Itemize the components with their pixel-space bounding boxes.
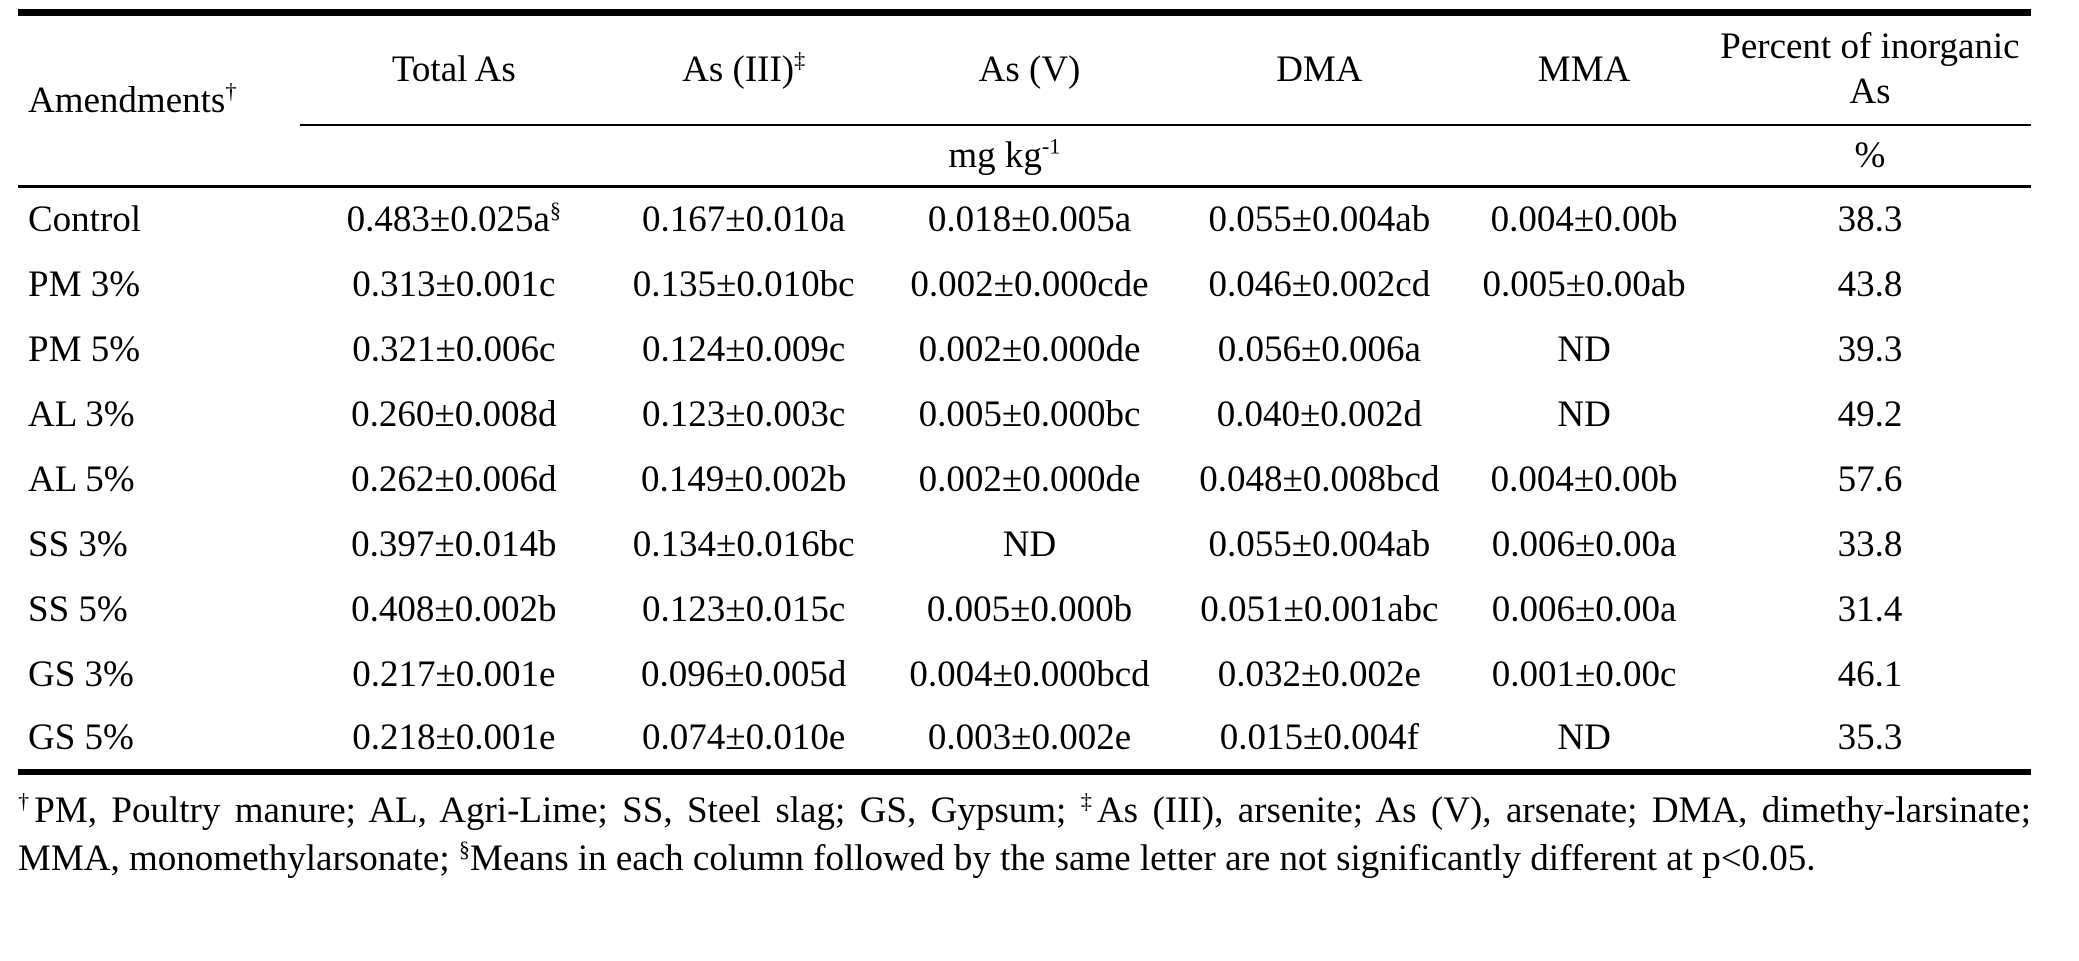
table-row-al3: AL 3% 0.260±0.008d 0.123±0.003c 0.005±0.… [18,382,2031,447]
double-dagger-footnote-marker: ‡ [1080,788,1097,814]
cell-mma: ND [1557,393,1611,435]
table-footnote: †PM, Poultry manure; AL, Agri-Lime; SS, … [18,787,2031,884]
cell-as-iii: 0.074±0.010e [642,717,846,758]
col-header-total-as: Total As [299,12,608,126]
cell-as-v: 0.003±0.002e [927,717,1132,758]
unit-exponent: -1 [1041,133,1061,159]
table-row-ss5: SS 5% 0.408±0.002b 0.123±0.015c 0.005±0.… [18,577,2031,642]
cell-dma: 0.046±0.002cd [1208,263,1431,305]
col-header-as-iii: As (III)‡ [607,12,880,126]
cell-percent: 31.4 [1837,588,1903,630]
cell-amendment: SS 5% [28,588,128,630]
col-header-amendments: Amendments† [18,12,300,188]
header-row: Amendments† Total As As (III)‡ As (V) DM… [18,12,2031,188]
cell-dma: 0.055±0.004ab [1208,523,1431,565]
cell-percent: 43.8 [1837,263,1903,305]
cell-amendment: PM 3% [28,263,141,305]
page: Amendments† Total As As (III)‡ As (V) DM… [18,9,2031,884]
cell-as-iii: 0.123±0.003c [642,393,846,435]
dagger-footnote-marker: † [225,78,237,104]
cell-percent: 39.3 [1837,328,1903,370]
cell-mma: 0.006±0.00a [1491,588,1677,630]
cell-amendment: AL 5% [28,458,135,500]
cell-mma: ND [1557,717,1611,758]
cell-percent: 38.3 [1837,199,1903,241]
double-dagger-footnote-marker: ‡ [794,47,806,73]
cell-amendment: SS 3% [28,523,128,565]
table-row-al5: AL 5% 0.262±0.006d 0.149±0.002b 0.002±0.… [18,447,2031,512]
cell-as-iii: 0.149±0.002b [641,458,847,500]
unit-percent: % [1708,124,2031,188]
cell-total-as: 0.260±0.008d [351,393,557,435]
col-header-mma: MMA [1459,12,1709,126]
cell-percent: 35.3 [1837,717,1903,758]
cell-mma: 0.004±0.00b [1490,199,1678,241]
section-footnote-marker: § [458,836,470,862]
col-header-percent-inorganic-as: Percent of inorganic As [1708,12,2031,126]
cell-mma: 0.001±0.00c [1491,653,1677,695]
cell-dma: 0.051±0.001abc [1200,588,1439,630]
cell-as-iii: 0.134±0.016bc [632,523,855,565]
cell-as-v: 0.002±0.000cde [910,263,1149,305]
cell-as-iii: 0.124±0.009c [642,328,846,370]
cell-mma: 0.004±0.00b [1490,458,1678,500]
dagger-footnote-marker: † [18,788,35,814]
footnote-part-significance: §Means in each column followed by the sa… [458,836,1816,879]
table-row-pm3: PM 3% 0.313±0.001c 0.135±0.010bc 0.002±0… [18,252,2031,317]
cell-total-as: 0.262±0.006d [351,458,557,500]
table-row-pm5: PM 5% 0.321±0.006c 0.124±0.009c 0.002±0.… [18,317,2031,382]
units-row: mg kg-1 % [18,124,2031,188]
cell-as-v: 0.018±0.005a [927,199,1132,241]
cell-total-as: 0.218±0.001e [352,717,556,758]
cell-as-v: 0.002±0.000de [918,458,1141,500]
table-row-gs3: GS 3% 0.217±0.001e 0.096±0.005d 0.004±0.… [18,642,2031,707]
cell-amendment: Control [28,199,142,241]
cell-mma: 0.006±0.00a [1491,523,1677,565]
cell-as-v: 0.005±0.000bc [918,393,1141,435]
cell-amendment: GS 3% [28,653,134,695]
cell-total-as: 0.321±0.006c [352,328,556,370]
cell-as-v: 0.004±0.000bcd [909,653,1150,695]
cell-total-as: 0.217±0.001e [352,653,556,695]
cell-total-as: 0.397±0.014b [351,523,557,565]
cell-as-iii: 0.135±0.010bc [632,263,855,305]
cell-total-as: 0.313±0.001c [352,263,556,305]
table-header: Amendments† Total As As (III)‡ As (V) DM… [18,12,2031,188]
cell-total-as: 0.483±0.025a§ [346,197,561,241]
cell-dma: 0.056±0.006a [1217,328,1421,370]
cell-as-v: 0.002±0.000de [918,328,1141,370]
cell-amendment: GS 5% [28,717,134,758]
cell-mma: 0.005±0.00ab [1482,263,1686,305]
table-row-gs5: GS 5% 0.218±0.001e 0.074±0.010e 0.003±0.… [18,707,2031,772]
cell-percent: 33.8 [1837,523,1903,565]
footnote-part-amendments: †PM, Poultry manure; AL, Agri-Lime; SS, … [18,788,1081,831]
cell-dma: 0.015±0.004f [1219,717,1419,758]
cell-amendment: PM 5% [28,328,141,370]
footnote-part-species: ‡As (III), arsenite; As (V), arsenate; D… [18,788,2031,879]
cell-percent: 46.1 [1837,653,1903,695]
amendments-arsenic-table: Amendments† Total As As (III)‡ As (V) DM… [18,9,2031,775]
col-header-as-v: As (V) [879,12,1180,126]
unit-mg-per-kg: mg kg-1 [299,124,1709,188]
section-footnote-marker: § [549,197,561,223]
cell-amendment: AL 3% [28,393,135,435]
cell-as-iii: 0.123±0.015c [642,588,846,630]
cell-dma: 0.055±0.004ab [1208,199,1431,241]
cell-dma: 0.048±0.008bcd [1199,458,1440,500]
table-row-ss3: SS 3% 0.397±0.014b 0.134±0.016bc ND 0.05… [18,512,2031,577]
cell-dma: 0.032±0.002e [1217,653,1421,695]
cell-as-v: 0.005±0.000b [926,588,1133,630]
col-header-amendments-label: Amendments [28,80,226,121]
cell-as-v: ND [1002,523,1057,565]
cell-as-iii: 0.167±0.010a [642,199,846,241]
col-header-dma: DMA [1179,12,1460,126]
cell-dma: 0.040±0.002d [1216,393,1423,435]
table-row-control: Control 0.483±0.025a§ 0.167±0.010a 0.018… [18,187,2031,252]
table-body: Control 0.483±0.025a§ 0.167±0.010a 0.018… [18,187,2031,772]
cell-as-iii: 0.096±0.005d [641,653,847,695]
cell-mma: ND [1557,328,1611,370]
cell-total-as: 0.408±0.002b [351,588,557,630]
cell-percent: 57.6 [1837,458,1903,500]
cell-percent: 49.2 [1837,393,1903,435]
